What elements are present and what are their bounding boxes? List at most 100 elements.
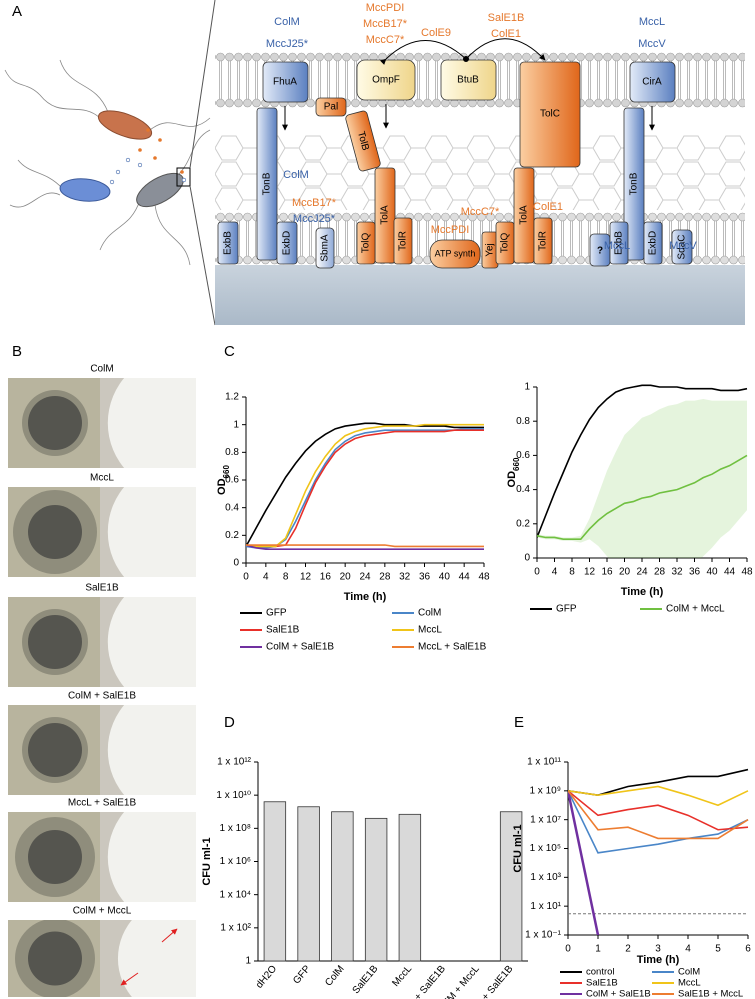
plate-image <box>8 597 196 687</box>
toxin-label: SalE1B <box>488 12 525 24</box>
bacteria <box>4 59 211 266</box>
line <box>246 429 484 548</box>
bacterium <box>59 178 111 202</box>
plate-image <box>8 705 196 795</box>
x-tick-label: 16 <box>320 572 332 583</box>
legend-label: ColM + SalE1B <box>586 989 651 999</box>
x-axis-label: Time (h) <box>344 591 387 603</box>
toxin-label: MccC7* <box>366 34 405 46</box>
legend-label: ColM + MccL <box>666 604 725 615</box>
zoom-line <box>189 185 216 326</box>
toxin-label: ColE1 <box>533 201 563 213</box>
x-tick-label: 44 <box>459 572 471 583</box>
protein-label: ? <box>597 246 603 257</box>
x-tick-label: 24 <box>636 567 648 578</box>
line <box>568 790 600 935</box>
x-tick-label: 5 <box>715 944 721 955</box>
x-tick-label: ColM <box>323 964 346 989</box>
image-title: MccL + SalE1B <box>68 798 137 809</box>
x-tick-label: 48 <box>478 572 490 583</box>
y-tick-label: 0.8 <box>516 416 530 427</box>
y-tick-label: 0.8 <box>225 447 239 458</box>
x-tick-label: MccL <box>390 963 414 989</box>
x-tick-label: 12 <box>584 567 596 578</box>
y-axis-label: CFU ml-1 <box>201 837 213 885</box>
protein-label: ATP synth <box>435 248 476 258</box>
y-axis-label-sub: 660 <box>512 457 521 471</box>
well <box>28 723 82 777</box>
well <box>28 505 82 559</box>
well <box>28 396 82 450</box>
x-tick-label: 16 <box>601 567 613 578</box>
y-tick-label: 1 <box>245 956 251 967</box>
plate-image <box>8 920 196 997</box>
protein-label: TolQ <box>361 232 372 253</box>
y-tick-label: 1 x 10⁹ <box>529 785 561 796</box>
bacterium <box>97 110 153 140</box>
y-tick-label: 1 x 10⁸ <box>220 823 251 834</box>
y-axis-label: CFU ml-1 <box>512 824 524 872</box>
y-axis-label-text: OD <box>216 478 228 495</box>
y-tick-label: 1 x 10⁻¹ <box>525 930 562 941</box>
toxin-label: MccL <box>604 240 630 252</box>
arrow <box>120 972 139 986</box>
plot-area <box>537 384 748 558</box>
image-title: ColM + SalE1B <box>68 691 136 702</box>
x-tick-label: 0 <box>243 572 249 583</box>
x-tick-label: 12 <box>300 572 312 583</box>
legend-label: GFP <box>266 608 287 619</box>
y-axis-label-sub: 660 <box>222 465 231 479</box>
y-tick-label: 1 x 10² <box>220 922 251 933</box>
y-tick-label: 0.4 <box>225 502 239 513</box>
y-tick-label: 0 <box>233 558 239 569</box>
protein-label: BtuB <box>457 75 479 86</box>
line <box>246 544 484 548</box>
bar <box>263 801 287 962</box>
protein-label: TolQ <box>500 232 511 253</box>
well <box>28 830 82 884</box>
toxin-label: MccB17* <box>292 197 337 209</box>
toxin-label: MccV <box>669 240 697 252</box>
toxin-dots <box>109 128 187 185</box>
error-band <box>537 398 747 558</box>
y-tick-label: 0 <box>524 553 530 564</box>
line <box>568 790 749 840</box>
x-tick-label: 28 <box>379 572 391 583</box>
image-title: MccL <box>90 473 114 484</box>
y-tick-label: 1 x 10¹¹ <box>527 757 562 768</box>
peptidoglycan <box>215 135 745 210</box>
image-title: ColM + MccL <box>73 906 132 917</box>
protein-label: TolA <box>519 205 530 225</box>
bar <box>331 811 354 962</box>
toxin-label: MccL <box>639 16 665 28</box>
line <box>568 790 749 854</box>
toxin-label: MccV <box>638 38 666 50</box>
x-tick-label: 28 <box>654 567 666 578</box>
line <box>568 768 749 796</box>
toxin-label: MccJ25* <box>293 213 336 225</box>
protein-labels: FhuA Pal OmpF BtuB TolC CirA TolB TonB E… <box>223 75 688 262</box>
cytoplasm <box>215 265 745 325</box>
panel-label: C <box>224 343 235 360</box>
x-tick-label: 36 <box>689 567 701 578</box>
protein-label: FhuA <box>273 77 297 88</box>
y-tick-label: 1 x 10⁷ <box>530 814 561 825</box>
y-axis-label: OD660 <box>216 465 231 495</box>
x-tick-label: 4 <box>263 572 269 583</box>
protein-label: ExbB <box>223 231 234 255</box>
y-tick-label: 0.2 <box>225 530 239 541</box>
legend-label: MccL + SalE1B <box>418 642 487 653</box>
plate-image <box>8 378 196 468</box>
plate-image <box>8 812 196 902</box>
legend-label: ColM <box>678 967 700 978</box>
bar <box>297 806 320 962</box>
y-axis-label: OD660 <box>506 457 521 487</box>
x-tick-label: GFP <box>291 963 313 986</box>
y-axis-label-text: CFU ml-1 <box>201 837 213 885</box>
x-tick-label: SalE1B <box>351 963 381 996</box>
toxin-label: MccB17* <box>363 18 408 30</box>
y-tick-label: 1 x 10⁵ <box>530 843 561 854</box>
y-tick-label: 1.2 <box>225 392 239 403</box>
zoom-line <box>189 0 216 169</box>
